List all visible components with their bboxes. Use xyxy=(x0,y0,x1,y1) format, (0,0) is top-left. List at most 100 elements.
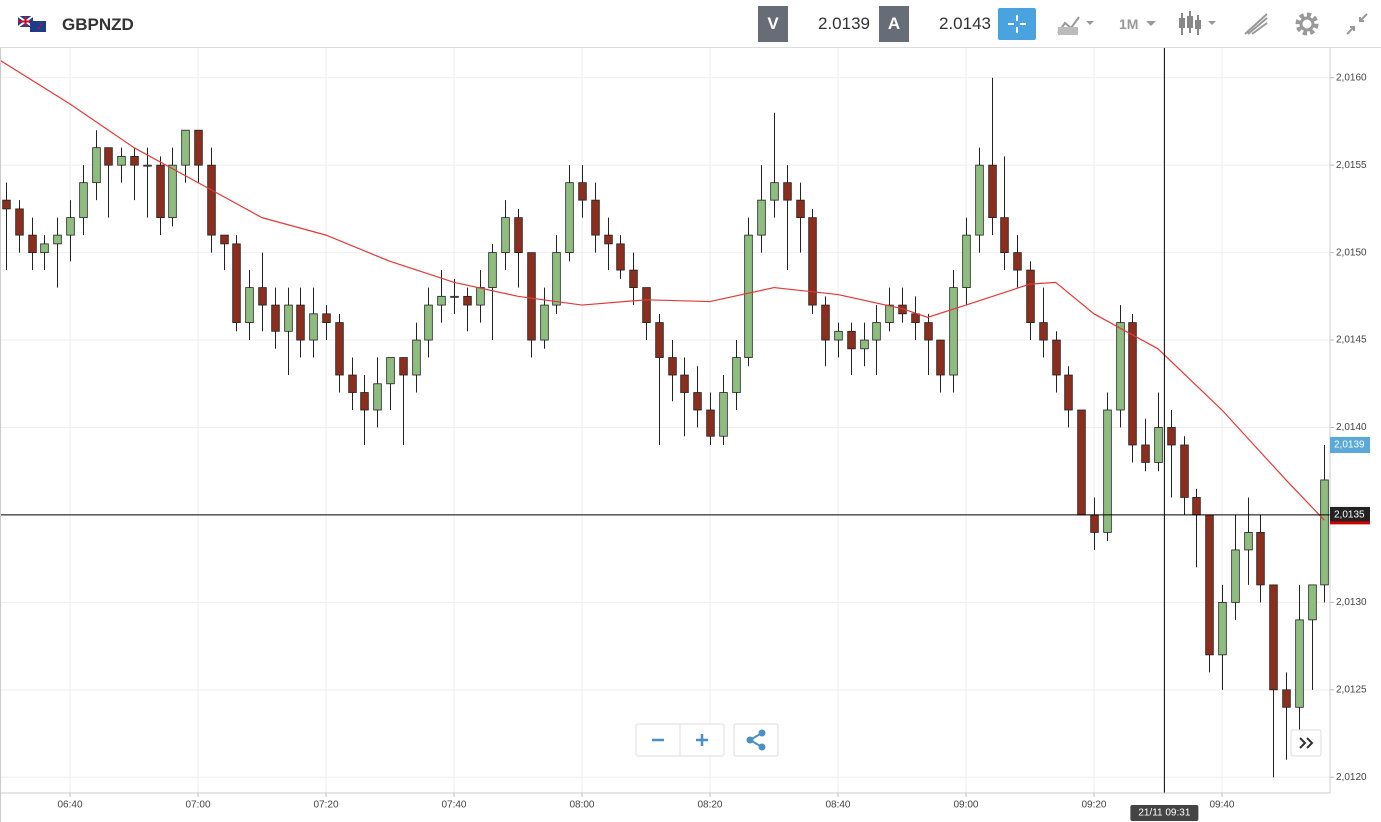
plot-layer: 2,0120 2,0125 2,0130 2,0135 2,0140 2,0145 2,01… xyxy=(0,48,1367,811)
candle-body xyxy=(92,147,101,184)
x-tick-label: 07:20 xyxy=(313,800,338,811)
timeframe-button[interactable]: 1M xyxy=(1119,16,1139,32)
crosshair-time-box xyxy=(1130,805,1199,821)
candle-body xyxy=(424,304,433,341)
candle-body xyxy=(616,243,625,271)
candle-body xyxy=(1295,619,1304,708)
candle-body xyxy=(1039,322,1048,341)
candle-body xyxy=(821,304,830,341)
candle-body xyxy=(540,304,549,341)
candle-body xyxy=(975,164,984,236)
candle-body xyxy=(1116,322,1125,411)
collapse-button[interactable] xyxy=(1342,9,1372,39)
candle-body xyxy=(2,199,11,210)
candle-body xyxy=(796,199,805,219)
candle-body xyxy=(373,383,382,411)
candle-body xyxy=(1090,514,1099,533)
candle-body xyxy=(885,304,894,323)
candle-body xyxy=(322,313,331,323)
last-price-box xyxy=(1330,436,1370,453)
candle-body xyxy=(53,234,62,245)
bid-box[interactable]: V 2.0139 xyxy=(758,6,870,42)
candle-body xyxy=(220,234,229,245)
candle-body xyxy=(501,217,510,254)
flag-icon xyxy=(18,16,46,32)
candle-body xyxy=(1192,497,1201,516)
candle-body xyxy=(117,156,126,166)
candle-body xyxy=(655,322,664,358)
y-tick-label: 2,0160 xyxy=(1336,72,1367,83)
candle-body xyxy=(271,304,280,332)
candle-body xyxy=(924,322,933,341)
scroll-end-button[interactable] xyxy=(1290,729,1322,757)
candle-body xyxy=(1154,427,1163,463)
candle-body xyxy=(476,287,485,306)
y-tick-label: 2,0150 xyxy=(1336,247,1367,258)
x-tick-label: 09:40 xyxy=(1209,800,1234,811)
x-tick-label: 07:40 xyxy=(441,800,466,811)
candle-body xyxy=(194,129,203,166)
candle-body xyxy=(130,156,139,166)
crosshair-button[interactable] xyxy=(998,8,1036,40)
candle-body xyxy=(770,182,779,201)
candle-type-button[interactable] xyxy=(1178,9,1222,39)
candle-body xyxy=(514,217,523,254)
bid-price: 2.0139 xyxy=(818,14,870,33)
y-tick-label: 2,0140 xyxy=(1336,422,1367,433)
y-tick-label: 2,0155 xyxy=(1336,160,1367,171)
y-tick-label: 2,0145 xyxy=(1336,335,1367,346)
candle-body xyxy=(719,392,728,437)
draw-tool-button[interactable] xyxy=(1242,9,1272,39)
candle-body xyxy=(1269,584,1278,691)
ask-box[interactable]: A 2.0143 xyxy=(879,6,991,42)
candle-body xyxy=(15,208,24,236)
candle-body xyxy=(399,357,408,376)
crosshair-time-label: 21/11 09:31 xyxy=(1138,808,1191,819)
x-tick-label: 07:00 xyxy=(185,800,210,811)
candle-body xyxy=(591,199,600,236)
candle-body xyxy=(565,182,574,254)
candle-body xyxy=(1282,689,1291,708)
candle-body xyxy=(1308,584,1317,621)
last-price-label: 2,0139 xyxy=(1334,440,1365,451)
candle-body xyxy=(936,339,945,376)
chart-type-button[interactable] xyxy=(1055,9,1095,39)
candle-body xyxy=(527,252,536,341)
candle-body xyxy=(1167,427,1176,446)
candle-body xyxy=(245,287,254,323)
x-tick-label: 08:40 xyxy=(825,800,850,811)
candle-body xyxy=(949,287,958,376)
x-tick-label: 06:40 xyxy=(57,800,82,811)
candle-body xyxy=(668,357,677,376)
candle-body xyxy=(386,357,395,385)
candle-body xyxy=(207,164,216,236)
timeframe-caret xyxy=(1146,21,1156,26)
candle-body xyxy=(962,234,971,288)
candle-body xyxy=(1320,479,1329,586)
zoom-controls xyxy=(635,723,779,757)
candle-body xyxy=(296,304,305,341)
candle-body xyxy=(232,243,241,323)
candle-body xyxy=(783,182,792,201)
candle-body xyxy=(1000,217,1009,254)
x-tick-label: 08:00 xyxy=(569,800,594,811)
candle-body xyxy=(732,357,741,393)
candle-body xyxy=(552,252,561,306)
share-box[interactable] xyxy=(733,723,779,757)
settings-button[interactable] xyxy=(1292,9,1322,39)
candle-body xyxy=(847,330,856,350)
candle-body xyxy=(1231,549,1240,603)
symbol: GBPNZD xyxy=(62,15,134,34)
candle-body xyxy=(488,252,497,288)
candle-body xyxy=(437,295,446,306)
candle-body xyxy=(834,330,843,341)
candle-body xyxy=(104,147,113,166)
candle-body xyxy=(309,313,318,341)
zoom-in-button[interactable] xyxy=(696,734,708,746)
candle-body xyxy=(258,287,267,306)
ask-price: 2.0143 xyxy=(939,14,991,33)
y-tick-label: 2,0125 xyxy=(1336,684,1367,695)
ask-tag: A xyxy=(879,6,909,42)
toolbar: GBPNZD V 2.0139 A 2.0143 1M xyxy=(0,0,1381,48)
